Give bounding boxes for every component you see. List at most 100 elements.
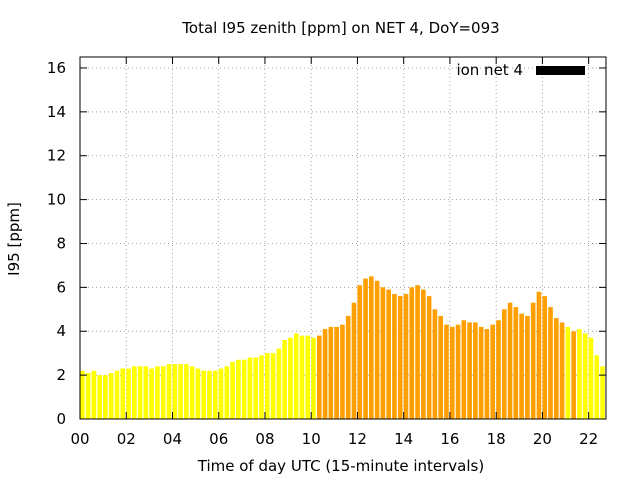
bar bbox=[421, 289, 426, 419]
bars bbox=[80, 276, 605, 419]
bar bbox=[299, 335, 305, 419]
bar bbox=[351, 302, 357, 419]
bar bbox=[270, 353, 276, 419]
bar bbox=[201, 370, 207, 419]
bar bbox=[548, 307, 553, 419]
bar bbox=[189, 366, 195, 419]
x-tick-label: 02 bbox=[117, 430, 136, 448]
y-tick-labels: 0 2 4 6 8 10 12 14 16 bbox=[47, 59, 66, 428]
bar bbox=[224, 366, 230, 419]
bar bbox=[484, 329, 490, 419]
bar bbox=[513, 307, 519, 419]
grid bbox=[80, 57, 606, 419]
bar bbox=[507, 302, 513, 419]
legend-swatch bbox=[536, 66, 585, 75]
bar bbox=[172, 364, 178, 419]
bar bbox=[305, 335, 311, 419]
x-tick-label: 12 bbox=[348, 430, 367, 448]
y-tick-label: 6 bbox=[56, 278, 66, 296]
bar bbox=[455, 324, 461, 419]
bar bbox=[340, 324, 345, 419]
bar bbox=[577, 329, 582, 419]
bar bbox=[218, 368, 224, 419]
y-tick-label: 10 bbox=[47, 191, 66, 209]
x-tick-label: 06 bbox=[209, 430, 228, 448]
bar bbox=[114, 370, 120, 419]
bar bbox=[184, 364, 189, 419]
bar bbox=[374, 280, 380, 419]
bar bbox=[132, 366, 137, 419]
bar bbox=[345, 315, 351, 419]
bar bbox=[449, 326, 455, 419]
y-tick-label: 16 bbox=[47, 59, 66, 77]
bar bbox=[212, 370, 218, 419]
bar bbox=[316, 335, 322, 419]
bar bbox=[588, 337, 594, 419]
bar bbox=[137, 366, 143, 419]
legend-label: ion net 4 bbox=[456, 61, 523, 79]
bar bbox=[438, 315, 443, 419]
bar bbox=[155, 366, 160, 419]
bar bbox=[311, 337, 316, 419]
bar bbox=[241, 359, 247, 419]
x-tick-label: 20 bbox=[533, 430, 552, 448]
y-tick-label: 2 bbox=[56, 366, 66, 384]
y-axis-label: I95 [ppm] bbox=[5, 202, 23, 276]
bar bbox=[490, 324, 496, 419]
bar bbox=[397, 296, 403, 419]
y-tick-label: 12 bbox=[47, 147, 66, 165]
bar bbox=[594, 355, 600, 419]
x-tick-label: 08 bbox=[255, 430, 274, 448]
bar bbox=[160, 366, 166, 419]
bar bbox=[166, 364, 172, 419]
bar bbox=[478, 326, 484, 419]
bar bbox=[357, 285, 363, 419]
bar bbox=[97, 375, 102, 419]
bar bbox=[461, 320, 467, 419]
bar bbox=[178, 364, 183, 419]
bar bbox=[363, 278, 368, 419]
bar bbox=[264, 353, 270, 419]
bar bbox=[473, 322, 478, 419]
x-tick-label: 22 bbox=[579, 430, 598, 448]
bar bbox=[334, 326, 339, 419]
bar bbox=[369, 276, 374, 419]
bar bbox=[91, 370, 97, 419]
bar bbox=[542, 296, 548, 419]
bar bbox=[195, 368, 201, 419]
bar bbox=[582, 333, 588, 419]
bar bbox=[600, 366, 605, 419]
bar bbox=[380, 287, 386, 419]
bar bbox=[322, 329, 328, 419]
bar bbox=[247, 357, 253, 419]
x-axis-label: Time of day UTC (15-minute intervals) bbox=[197, 457, 484, 475]
bar bbox=[467, 322, 472, 419]
x-tick-label: 18 bbox=[487, 430, 506, 448]
bar bbox=[386, 289, 391, 419]
x-tick-label: 04 bbox=[163, 430, 182, 448]
bar bbox=[571, 331, 576, 419]
bar bbox=[403, 293, 409, 419]
bar bbox=[207, 370, 212, 419]
bar bbox=[553, 318, 559, 419]
bar bbox=[536, 291, 542, 419]
y-tick-label: 14 bbox=[47, 103, 66, 121]
legend: ion net 4 bbox=[456, 61, 585, 79]
y-tick-label: 0 bbox=[56, 410, 66, 428]
bar bbox=[230, 361, 235, 419]
bar bbox=[392, 293, 397, 419]
bar bbox=[236, 359, 241, 419]
bar bbox=[501, 309, 507, 419]
y-tick-label: 8 bbox=[56, 234, 66, 252]
bar bbox=[328, 326, 334, 419]
bar bbox=[85, 372, 91, 419]
bar bbox=[496, 320, 501, 419]
plot-frame bbox=[79, 56, 607, 420]
bar bbox=[103, 375, 108, 419]
bar bbox=[149, 368, 154, 419]
bar bbox=[525, 315, 530, 419]
bar bbox=[432, 309, 438, 419]
y-tick-label: 4 bbox=[56, 322, 66, 340]
x-tick-label: 00 bbox=[70, 430, 89, 448]
